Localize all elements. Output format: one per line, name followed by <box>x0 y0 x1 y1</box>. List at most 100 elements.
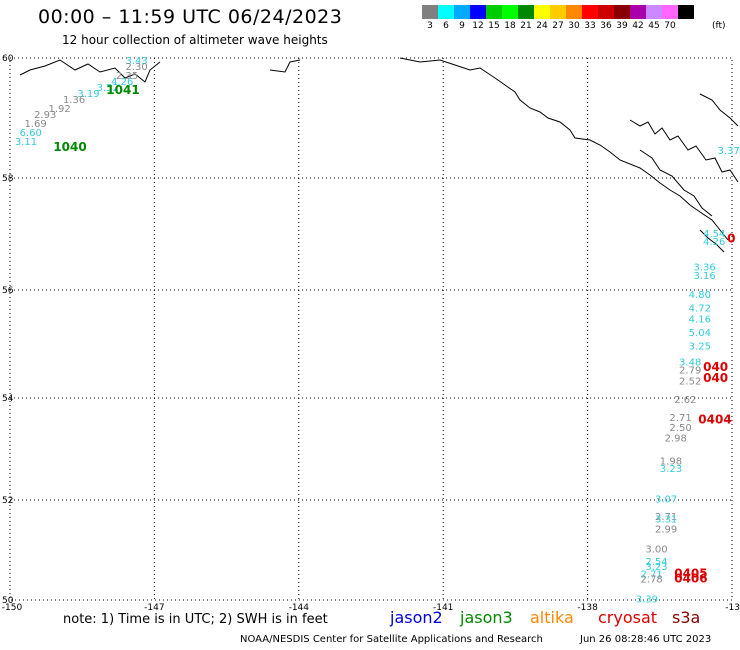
colorbar-label: 15 <box>488 21 500 31</box>
colorbar-label: 30 <box>568 21 580 31</box>
colorbar-swatch <box>566 5 582 19</box>
wave-height-value: 2.62 <box>674 395 696 406</box>
wave-height-value: 1.92 <box>49 104 71 115</box>
colorbar-swatch <box>534 5 550 19</box>
alaska-mainland-west <box>19 59 161 83</box>
colorbar-swatch <box>582 5 598 19</box>
wave-height-observations: 3.432.302.354.263.523.191.361.922.931.69… <box>15 56 740 606</box>
longitude-label: -150 <box>2 603 23 613</box>
wave-height-value: 3.23 <box>645 562 667 573</box>
wave-height-value: 4.72 <box>689 304 711 315</box>
wave-height-value: 6.60 <box>20 128 42 139</box>
wave-height-value: 3.31 <box>655 515 677 526</box>
wave-height-value: 3.52 <box>97 83 119 94</box>
pass-label: 0404 <box>698 413 731 427</box>
colorbar-label: 42 <box>632 21 644 31</box>
wave-height-value: 2.78 <box>641 575 663 586</box>
pass-label: 0405 <box>674 567 707 581</box>
wave-height-value: 3.37 <box>718 146 740 157</box>
wave-height-value: 2.99 <box>655 525 677 536</box>
wave-height-value: 2.79 <box>679 366 701 377</box>
wave-height-value: 3.39 <box>636 595 658 606</box>
wave-height-value: 3.23 <box>660 464 682 475</box>
latitude-label: 56 <box>2 286 14 296</box>
latitude-label: 58 <box>2 174 14 184</box>
pass-label: 0 <box>727 231 735 245</box>
generation-timestamp: Jun 26 08:28:46 UTC 2023 <box>580 634 712 645</box>
colorbar-label: 12 <box>472 21 484 31</box>
colorbar-swatch <box>662 5 678 19</box>
wave-height-value: 2.71 <box>655 512 677 523</box>
wave-height-value: 2.93 <box>34 110 56 121</box>
colorbar-swatch <box>630 5 646 19</box>
colorbar-swatch <box>646 5 662 19</box>
satellite-name-altika: altika <box>530 608 574 627</box>
wave-height-value: 2.98 <box>665 433 687 444</box>
wave-height-value: 3.25 <box>689 341 711 352</box>
coastline <box>19 57 739 253</box>
wave-height-value: 1.36 <box>63 95 85 106</box>
colorbar-label: 70 <box>664 21 676 31</box>
wave-height-value: 2.71 <box>669 413 691 424</box>
colorbar-label: 3 <box>427 21 433 31</box>
wave-height-value: 3.43 <box>126 56 148 67</box>
wave-height-value: 3.11 <box>15 137 37 148</box>
latitude-label: 60 <box>2 54 14 64</box>
longitude-label: -141 <box>433 603 453 613</box>
wave-height-value: 4.16 <box>689 314 711 325</box>
wave-height-value: 4.54 <box>703 229 725 240</box>
wave-height-value: 4.80 <box>689 290 711 301</box>
pass-label: 1040 <box>53 140 86 154</box>
credit-line: NOAA/NESDIS Center for Satellite Applica… <box>240 634 543 645</box>
wave-height-value: 2.52 <box>679 377 701 388</box>
colorbar-units: (ft) <box>712 21 726 31</box>
colorbar-label: 36 <box>600 21 612 31</box>
map-subtitle: 12 hour collection of altimeter wave hei… <box>62 33 328 47</box>
colorbar-swatch <box>550 5 566 19</box>
wave-height-value: 3.07 <box>655 495 677 506</box>
satellite-name-cryosat: cryosat <box>598 608 658 627</box>
wave-height-value: 4.26 <box>703 237 725 248</box>
colorbar-label: 9 <box>459 21 465 31</box>
colorbar-swatch <box>598 5 614 19</box>
wave-height-value: 3.00 <box>645 545 667 556</box>
map-title: 00:00 – 11:59 UTC 06/24/2023 <box>38 6 343 28</box>
graticule <box>9 57 733 601</box>
footer-note: note: 1) Time is in UTC; 2) SWH is in fe… <box>63 612 328 627</box>
colorbar-label: 6 <box>443 21 449 31</box>
satellite-name-s3a: s3a <box>672 608 701 627</box>
longitude-label: -13 <box>725 603 740 613</box>
pass-label: 040 <box>703 360 728 374</box>
colorbar-swatch <box>678 5 694 19</box>
alaska-coastline <box>269 57 729 241</box>
wave-height-value: 3.16 <box>693 271 715 282</box>
longitude-label: -147 <box>144 603 164 613</box>
pass-label: 0406 <box>674 572 707 586</box>
colorbar-swatch <box>486 5 502 19</box>
colorbar-swatch <box>614 5 630 19</box>
latitude-label: 50 <box>2 596 14 606</box>
wave-height-value: 3.19 <box>77 89 99 100</box>
colorbar-label: 18 <box>504 21 516 31</box>
colorbar-swatch <box>470 5 486 19</box>
colorbar-label: 24 <box>536 21 548 31</box>
wave-height-value: 2.35 <box>116 71 138 82</box>
pass-label: 1041 <box>106 83 139 97</box>
wave-height-value: 1.98 <box>660 456 682 467</box>
axis-labels: 60 58 56 54 52 50-150 -147 -144 -141 -138 -13 <box>2 54 740 613</box>
latitude-label: 54 <box>2 394 14 404</box>
wave-height-value: 3.36 <box>693 262 715 273</box>
longitude-label: -144 <box>289 603 310 613</box>
longitude-label: -138 <box>577 603 598 613</box>
colorbar-swatch <box>502 5 518 19</box>
colorbar-label: 27 <box>552 21 564 31</box>
wave-height-value: 5.04 <box>689 328 711 339</box>
wave-height-value: 4.26 <box>111 77 133 88</box>
wave-height-value: 3.48 <box>679 358 701 369</box>
colorbar-label: 21 <box>520 21 532 31</box>
wave-height-colorbar <box>422 5 694 19</box>
colorbar-swatch <box>454 5 470 19</box>
